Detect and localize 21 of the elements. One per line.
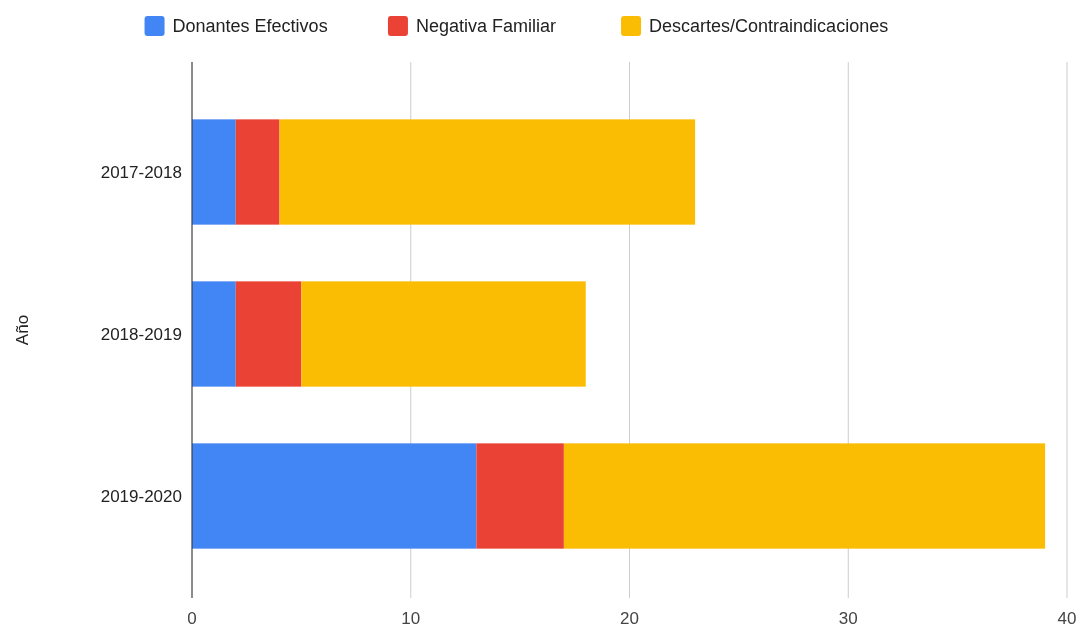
legend-label: Descartes/Contraindicaciones <box>649 16 889 37</box>
y-tick-label: 2019-2020 <box>100 486 182 506</box>
x-tick-label: 10 <box>401 609 421 628</box>
x-tick-label: 30 <box>838 609 858 628</box>
y-tick-label: 2018-2019 <box>100 324 182 344</box>
bar <box>192 281 236 387</box>
bar <box>301 281 586 387</box>
y-axis-title: Año <box>13 314 32 346</box>
y-tick-label: 2017-2018 <box>100 162 182 182</box>
bar <box>279 119 696 225</box>
bar <box>235 281 302 387</box>
bar <box>563 443 1046 549</box>
bar <box>235 119 280 225</box>
bar <box>192 119 236 225</box>
bar <box>476 443 564 549</box>
legend-label: Negativa Familiar <box>415 16 556 37</box>
bar <box>192 443 477 549</box>
x-tick-label: 0 <box>187 609 197 628</box>
x-tick-label: 40 <box>1057 609 1077 628</box>
x-tick-label: 20 <box>620 609 639 628</box>
legend-label: Donantes Efectivos <box>172 16 328 37</box>
